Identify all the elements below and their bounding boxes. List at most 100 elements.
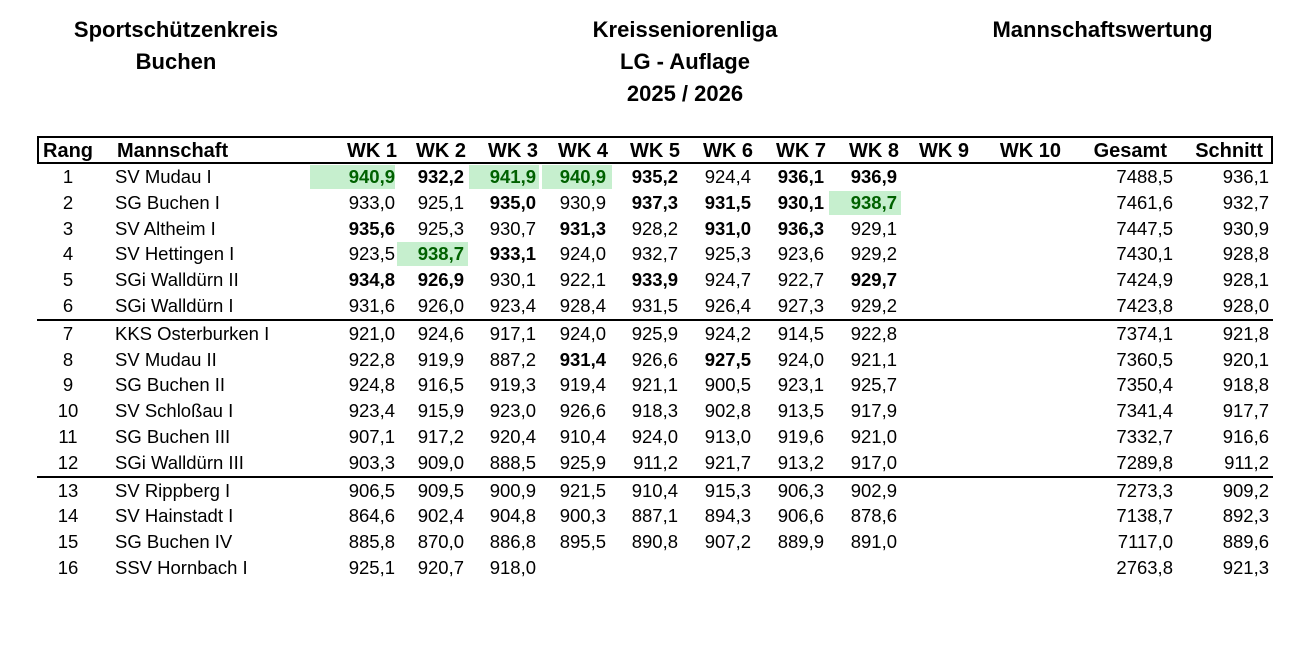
wk7-score-cell: 930,1 [777, 191, 824, 213]
wk10-score-cell [967, 424, 1059, 450]
total-cell: 7374,1 [1116, 322, 1173, 344]
wk1-score-cell: 922,8 [348, 348, 395, 370]
wk2-score-cell: 915,9 [417, 400, 464, 422]
wk7-score-cell: 922,7 [777, 269, 824, 291]
team-name-cell: SGi Walldürn II [115, 269, 239, 291]
total-cell: 7289,8 [1116, 451, 1173, 473]
col-header-wk-2: WK 2 [416, 140, 466, 162]
table-row: 11 SG Buchen III 907,1 917,2 920,4 910,4 924,0… [37, 424, 1273, 450]
rank-cell: 16 [57, 556, 79, 578]
wk10-score-cell [967, 347, 1059, 373]
best-score-highlight [310, 165, 395, 189]
wk7-score-cell: 936,3 [777, 217, 824, 239]
total-cell: 2763,8 [1116, 556, 1173, 578]
wk7-score-cell: 913,2 [777, 451, 824, 473]
wk7-score-cell: 919,6 [777, 425, 824, 447]
wk7-score-cell: 913,5 [777, 400, 824, 422]
rank-cell: 10 [57, 400, 79, 422]
wk3-score-cell: 900,9 [489, 479, 536, 501]
team-name-cell: SG Buchen II [115, 374, 226, 396]
team-name-cell: SV Hettingen I [115, 243, 235, 265]
wk4-score-cell: 921,5 [559, 479, 606, 501]
wk3-score-cell: 917,1 [489, 322, 536, 344]
wk6-score-cell: 925,3 [704, 243, 751, 265]
table-row: 9 SG Buchen II 924,8 916,5 919,3 919,4 921,1 90… [37, 372, 1273, 398]
wk2-score-cell: 926,9 [417, 269, 464, 291]
wk8-score-cell: 921,1 [850, 348, 897, 370]
wk3-score-cell: 886,8 [489, 531, 536, 553]
wk7-score-cell: 906,3 [777, 479, 824, 501]
team-name-cell: KKS Osterburken I [115, 322, 270, 344]
wk1-score-cell: 924,8 [348, 374, 395, 396]
total-cell: 7138,7 [1116, 505, 1173, 527]
wk5-score-cell: 918,3 [631, 400, 678, 422]
wk9-score-cell [887, 267, 967, 293]
club-name: Sportschützenkreis [73, 17, 279, 42]
wk9-score-cell [887, 241, 967, 267]
wk4-score-cell: 910,4 [559, 425, 606, 447]
rank-cell: 2 [62, 191, 74, 213]
wk3-score-cell: 930,1 [489, 269, 536, 291]
average-cell: 928,0 [1222, 294, 1269, 316]
team-name-cell: SSV Hornbach I [115, 556, 248, 578]
wk1-score-cell: 934,8 [348, 269, 395, 291]
col-header-wk-5: WK 5 [630, 140, 680, 162]
wk2-score-cell: 920,7 [417, 556, 464, 578]
total-cell: 7273,3 [1116, 479, 1173, 501]
wk6-score-cell: 894,3 [704, 505, 751, 527]
wk10-score-cell [967, 555, 1059, 581]
rank-cell: 15 [57, 531, 79, 553]
standings-table: Rang Mannschaft WK 1 WK 2 WK 3 WK 4 WK 5 WK 6 WK… [37, 136, 1273, 581]
wk4-score-cell: 940,9 [559, 166, 606, 187]
wk7-score-cell: 923,1 [777, 374, 824, 396]
wk2-score-cell: 925,1 [417, 191, 464, 213]
wk6-score-cell: 931,0 [704, 217, 751, 239]
wk5-score-cell: 932,7 [631, 243, 678, 265]
wk5-score-cell: 926,6 [631, 348, 678, 370]
table-row: 15 SG Buchen IV 885,8 870,0 886,8 895,5 890,8 9… [37, 529, 1273, 555]
wk3-score-cell: 904,8 [489, 505, 536, 527]
wk9-score-cell [887, 424, 967, 450]
col-header-wk-10: WK 10 [999, 140, 1061, 162]
average-cell: 930,9 [1222, 217, 1269, 239]
col-header-wk-8: WK 8 [849, 140, 899, 162]
wk4-score-cell: 922,1 [559, 269, 606, 291]
col-header-gesamt: Gesamt [1093, 140, 1167, 162]
wk8-score-cell: 922,8 [850, 322, 897, 344]
wk4-score-cell: 928,4 [559, 294, 606, 316]
wk9-score-cell [887, 164, 967, 190]
wk2-score-cell: 919,9 [417, 348, 464, 370]
wk6-score-cell: 924,7 [704, 269, 751, 291]
team-name-cell: SV Mudau II [115, 348, 217, 370]
average-cell: 920,1 [1222, 348, 1269, 370]
table-row: 8 SV Mudau II 922,8 919,9 887,2 931,4 926,6 927… [37, 347, 1273, 373]
wk4-score-cell: 931,3 [559, 217, 606, 239]
total-cell: 7424,9 [1116, 269, 1173, 291]
wk10-score-cell [967, 216, 1059, 242]
wk10-score-cell [967, 450, 1059, 476]
team-name-cell: SGi Walldürn I [115, 294, 234, 316]
wk5-score-cell: 890,8 [631, 531, 678, 553]
wk7-score-cell: 914,5 [777, 322, 824, 344]
table-row: 2 SG Buchen I 933,0 925,1 935,0 930,9 937,3 931… [37, 190, 1273, 216]
average-cell: 916,6 [1222, 425, 1269, 447]
wk7-score-cell: 923,6 [777, 243, 824, 265]
rank-cell: 8 [62, 348, 74, 370]
wk8-score-cell: 938,7 [850, 191, 897, 213]
wk3-score-cell: 888,5 [489, 451, 536, 473]
col-header-mannschaft: Mannschaft [117, 140, 229, 162]
wk8-score-cell [817, 555, 897, 581]
wk10-score-cell [967, 267, 1059, 293]
wk3-score-cell: 919,3 [489, 374, 536, 396]
team-name-cell: SV Mudau I [115, 166, 212, 187]
total-cell: 7341,4 [1116, 400, 1173, 422]
wk8-score-cell: 929,2 [850, 243, 897, 265]
wk3-score-cell: 935,0 [489, 191, 536, 213]
wk10-score-cell [967, 293, 1059, 319]
best-score-highlight [829, 190, 901, 215]
wk6-score-cell [672, 555, 751, 581]
wk3-score-cell: 930,7 [489, 217, 536, 239]
wk1-score-cell: 921,0 [348, 322, 395, 344]
table-header-row: Rang Mannschaft WK 1 WK 2 WK 3 WK 4 WK 5 WK 6 WK… [37, 136, 1273, 164]
wk3-score-cell: 933,1 [489, 243, 536, 265]
